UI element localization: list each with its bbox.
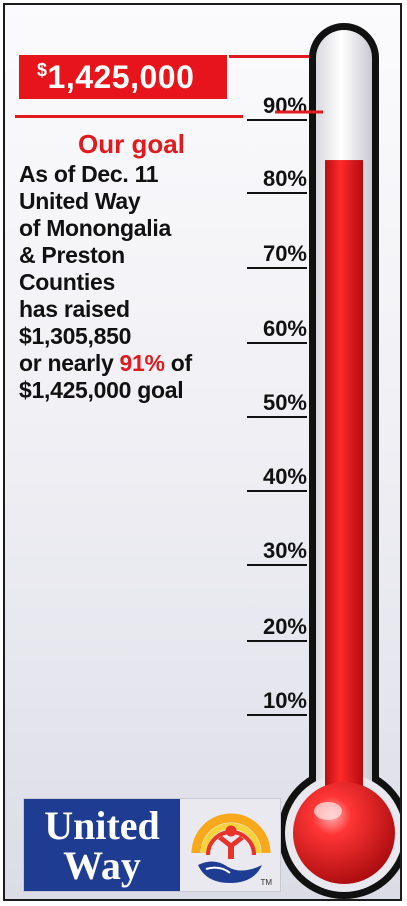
tick-label-40: 40% bbox=[247, 464, 307, 492]
tick-label-70: 70% bbox=[247, 241, 307, 269]
goal-amount: 1,425,000 bbox=[47, 59, 195, 95]
percent-prefix: or nearly bbox=[19, 350, 120, 376]
info-line-3: of Monongalia bbox=[19, 215, 171, 241]
helping-hand-icon bbox=[191, 813, 271, 883]
info-line-6: has raised bbox=[19, 296, 130, 322]
united-way-logo: United Way TM bbox=[23, 798, 281, 892]
current-level-line bbox=[15, 115, 243, 118]
info-line-1: As of Dec. 11 bbox=[19, 161, 159, 187]
tick-label-90: 90% bbox=[247, 93, 307, 121]
mercury-bulb bbox=[293, 782, 395, 884]
info-line-2: United Way bbox=[19, 188, 141, 214]
tick-label-10: 10% bbox=[247, 688, 307, 716]
mercury-column bbox=[325, 160, 363, 836]
logo-line-2: Way bbox=[63, 843, 141, 888]
goal-line: $1,425,000 goal bbox=[19, 377, 184, 403]
percent-value: 91% bbox=[119, 350, 165, 376]
goal-marker-line bbox=[229, 55, 319, 58]
percent-suffix: of bbox=[164, 350, 192, 376]
tick-label-30: 30% bbox=[247, 538, 307, 566]
tick-label-80: 80% bbox=[247, 166, 307, 194]
percent-line: or nearly 91% of bbox=[19, 350, 244, 377]
tick-label-60: 60% bbox=[247, 316, 307, 344]
tick-label-20: 20% bbox=[247, 614, 307, 642]
progress-description: Our goal As of Dec. 11 United Way of Mon… bbox=[19, 129, 244, 404]
goal-headline: Our goal bbox=[78, 129, 185, 159]
raised-amount: $1,305,850 bbox=[19, 323, 132, 349]
goal-amount-banner: $1,425,000 bbox=[19, 55, 227, 99]
info-line-5: Counties bbox=[19, 269, 115, 295]
info-line-4: & Preston bbox=[19, 242, 125, 268]
thermometer-graphic bbox=[275, 23, 400, 899]
logo-wordmark: United Way bbox=[24, 799, 180, 891]
currency-symbol: $ bbox=[37, 60, 48, 80]
tick-label-50: 50% bbox=[247, 390, 307, 418]
logo-line-1: United bbox=[44, 803, 160, 848]
thermometer-poster: $1,425,000 Our goal As of Dec. 11 United… bbox=[3, 3, 402, 901]
trademark-mark: TM bbox=[260, 878, 272, 887]
bulb-highlight bbox=[314, 802, 342, 820]
